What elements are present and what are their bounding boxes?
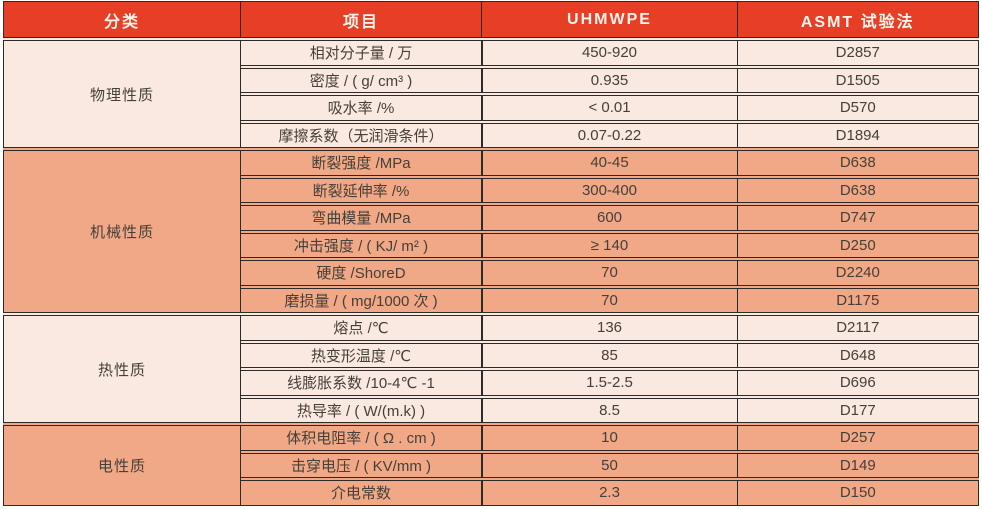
header-astm: ASMT 试验法 — [736, 1, 979, 38]
table-row: 介电常数 2.3 D150 — [239, 480, 979, 506]
astm-cell: D250 — [736, 232, 979, 258]
uhmwpe-cell: < 0.01 — [481, 95, 738, 121]
astm-cell: D1894 — [736, 122, 979, 148]
uhmwpe-cell: 10 — [481, 425, 738, 451]
astm-cell: D1505 — [736, 67, 979, 93]
item-cell: 断裂强度 /MPa — [239, 150, 483, 176]
uhmwpe-cell: 2.3 — [481, 480, 738, 506]
item-cell: 弯曲模量 /MPa — [239, 205, 483, 231]
table-row: 热变形温度 /℃ 85 D648 — [239, 342, 979, 368]
section-physical: 物理性质 相对分子量 / 万 450-920 D2857 密度 / ( g/ cm³ )… — [3, 38, 979, 148]
uhmwpe-cell: 0.07-0.22 — [481, 122, 738, 148]
uhmwpe-cell: 136 — [481, 315, 738, 341]
header-uhmwpe: UHMWPE — [481, 1, 738, 38]
section-rows-thermal: 熔点 /℃ 136 D2117 热变形温度 /℃ 85 D648 线膨胀系数 /10-4℃ … — [239, 315, 979, 423]
item-cell: 磨损量 / ( mg/1000 次 ) — [239, 287, 483, 313]
uhmwpe-cell: 8.5 — [481, 397, 738, 423]
uhmwpe-cell: 70 — [481, 287, 738, 313]
item-cell: 吸水率 /% — [239, 95, 483, 121]
uhmwpe-spec-table: 分类 项目 UHMWPE ASMT 试验法 物理性质 相对分子量 / 万 450-9… — [3, 1, 979, 506]
uhmwpe-cell: 70 — [481, 260, 738, 286]
item-cell: 硬度 /ShoreD — [239, 260, 483, 286]
table-row: 击穿电压 / ( KV/mm ) 50 D149 — [239, 452, 979, 478]
item-cell: 击穿电压 / ( KV/mm ) — [239, 452, 483, 478]
table-row: 冲击强度 / ( KJ/ m² ) ≥ 140 D250 — [239, 232, 979, 258]
category-cell-electrical: 电性质 — [3, 425, 241, 506]
astm-cell: D747 — [736, 205, 979, 231]
table-row: 弯曲模量 /MPa 600 D747 — [239, 205, 979, 231]
astm-cell: D696 — [736, 370, 979, 396]
uhmwpe-cell: 40-45 — [481, 150, 738, 176]
uhmwpe-cell: 85 — [481, 342, 738, 368]
item-cell: 断裂延伸率 /% — [239, 177, 483, 203]
item-cell: 冲击强度 / ( KJ/ m² ) — [239, 232, 483, 258]
astm-cell: D638 — [736, 177, 979, 203]
category-cell-thermal: 热性质 — [3, 315, 241, 423]
astm-cell: D150 — [736, 480, 979, 506]
uhmwpe-cell: 450-920 — [481, 40, 738, 66]
uhmwpe-cell: 600 — [481, 205, 738, 231]
uhmwpe-cell: 50 — [481, 452, 738, 478]
table-row: 磨损量 / ( mg/1000 次 ) 70 D1175 — [239, 287, 979, 313]
table-row: 硬度 /ShoreD 70 D2240 — [239, 260, 979, 286]
category-cell-mechanical: 机械性质 — [3, 150, 241, 313]
astm-cell: D149 — [736, 452, 979, 478]
header-item: 项目 — [239, 1, 483, 38]
item-cell: 热变形温度 /℃ — [239, 342, 483, 368]
table-row: 密度 / ( g/ cm³ ) 0.935 D1505 — [239, 67, 979, 93]
uhmwpe-cell: 300-400 — [481, 177, 738, 203]
category-cell-physical: 物理性质 — [3, 40, 241, 148]
item-cell: 线膨胀系数 /10-4℃ -1 — [239, 370, 483, 396]
section-rows-physical: 相对分子量 / 万 450-920 D2857 密度 / ( g/ cm³ ) 0.93… — [239, 40, 979, 148]
uhmwpe-cell: ≥ 140 — [481, 232, 738, 258]
uhmwpe-cell: 0.935 — [481, 67, 738, 93]
astm-cell: D648 — [736, 342, 979, 368]
table-row: 相对分子量 / 万 450-920 D2857 — [239, 40, 979, 66]
table-row: 熔点 /℃ 136 D2117 — [239, 315, 979, 341]
astm-cell: D2857 — [736, 40, 979, 66]
item-cell: 介电常数 — [239, 480, 483, 506]
section-thermal: 热性质 熔点 /℃ 136 D2117 热变形温度 /℃ 85 D648 线膨胀系数 /10-… — [3, 313, 979, 423]
astm-cell: D2240 — [736, 260, 979, 286]
item-cell: 摩擦系数（无润滑条件） — [239, 122, 483, 148]
astm-cell: D570 — [736, 95, 979, 121]
table-row: 断裂强度 /MPa 40-45 D638 — [239, 150, 979, 176]
item-cell: 体积电阻率 / ( Ω . cm ) — [239, 425, 483, 451]
table-body: 物理性质 相对分子量 / 万 450-920 D2857 密度 / ( g/ cm³ )… — [3, 38, 979, 506]
item-cell: 相对分子量 / 万 — [239, 40, 483, 66]
table-row: 断裂延伸率 /% 300-400 D638 — [239, 177, 979, 203]
uhmwpe-cell: 1.5-2.5 — [481, 370, 738, 396]
astm-cell: D257 — [736, 425, 979, 451]
table-row: 吸水率 /% < 0.01 D570 — [239, 95, 979, 121]
header-category: 分类 — [3, 1, 241, 38]
section-rows-mechanical: 断裂强度 /MPa 40-45 D638 断裂延伸率 /% 300-400 D638 弯曲模… — [239, 150, 979, 313]
table-header-row: 分类 项目 UHMWPE ASMT 试验法 — [3, 1, 979, 38]
item-cell: 熔点 /℃ — [239, 315, 483, 341]
section-rows-electrical: 体积电阻率 / ( Ω . cm ) 10 D257 击穿电压 / ( KV/mm )… — [239, 425, 979, 506]
astm-cell: D638 — [736, 150, 979, 176]
astm-cell: D1175 — [736, 287, 979, 313]
astm-cell: D177 — [736, 397, 979, 423]
table-row: 体积电阻率 / ( Ω . cm ) 10 D257 — [239, 425, 979, 451]
section-electrical: 电性质 体积电阻率 / ( Ω . cm ) 10 D257 击穿电压 / ( KV/m… — [3, 423, 979, 506]
item-cell: 密度 / ( g/ cm³ ) — [239, 67, 483, 93]
table-row: 线膨胀系数 /10-4℃ -1 1.5-2.5 D696 — [239, 370, 979, 396]
astm-cell: D2117 — [736, 315, 979, 341]
table-row: 热导率 / ( W/(m.k) ) 8.5 D177 — [239, 397, 979, 423]
section-mechanical: 机械性质 断裂强度 /MPa 40-45 D638 断裂延伸率 /% 300-400 D63… — [3, 148, 979, 313]
table-row: 摩擦系数（无润滑条件） 0.07-0.22 D1894 — [239, 122, 979, 148]
item-cell: 热导率 / ( W/(m.k) ) — [239, 397, 483, 423]
